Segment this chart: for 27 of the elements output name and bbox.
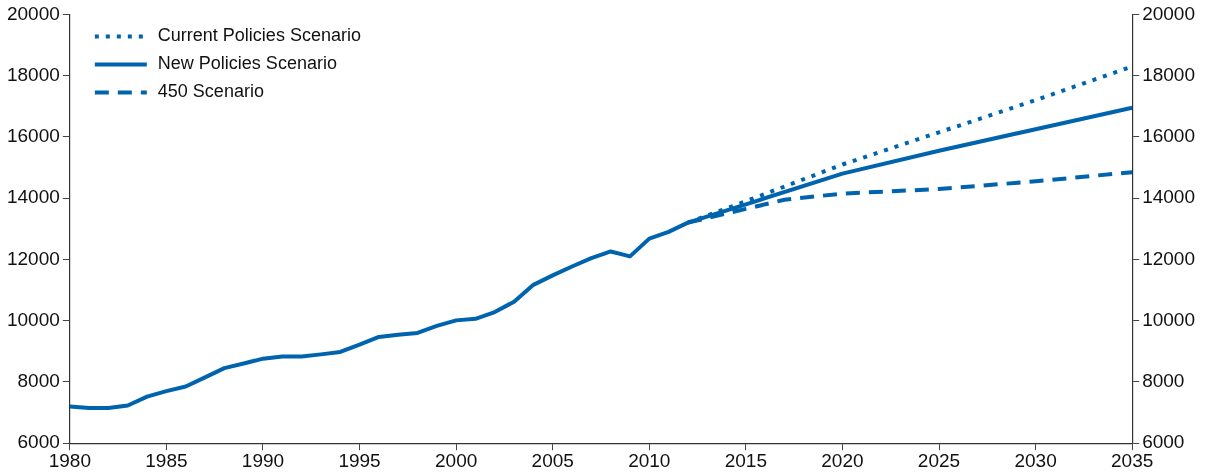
x-tick-label: 1990 [241, 449, 285, 471]
y2-tick-label: 14000 [1142, 186, 1196, 208]
legend-label: New Policies Scenario [157, 53, 337, 74]
y2-tick-label: 8000 [1142, 370, 1185, 392]
y-tick-label: 20000 [6, 2, 60, 24]
x-tick-label: 1985 [145, 449, 188, 471]
x-tick-label: 2010 [628, 449, 671, 471]
x-tick-label: 2030 [1014, 449, 1057, 471]
y-tick-label: 8000 [17, 370, 60, 392]
y-tick-label: 12000 [6, 247, 60, 269]
x-tick-label: 2020 [821, 449, 864, 471]
y2-tick-label: 18000 [1142, 63, 1196, 85]
y2-tick-label: 20000 [1142, 2, 1196, 24]
x-tick-label: 2015 [724, 449, 767, 471]
y2-tick-label: 16000 [1142, 125, 1196, 147]
y-tick-label: 16000 [6, 125, 60, 147]
y2-tick-label: 10000 [1142, 308, 1196, 330]
y-tick-label: 18000 [6, 63, 60, 85]
legend-label: 450 Scenario [157, 81, 264, 102]
y2-tick-label: 12000 [1142, 247, 1196, 269]
x-tick-label: 2000 [435, 449, 478, 471]
x-tick-label: 2005 [531, 449, 574, 471]
legend-label: Current Policies Scenario [157, 25, 361, 46]
y-tick-label: 10000 [6, 308, 60, 330]
x-tick-label: 1995 [338, 449, 381, 471]
y-tick-label: 14000 [6, 186, 60, 208]
x-tick-label: 2025 [917, 449, 961, 471]
